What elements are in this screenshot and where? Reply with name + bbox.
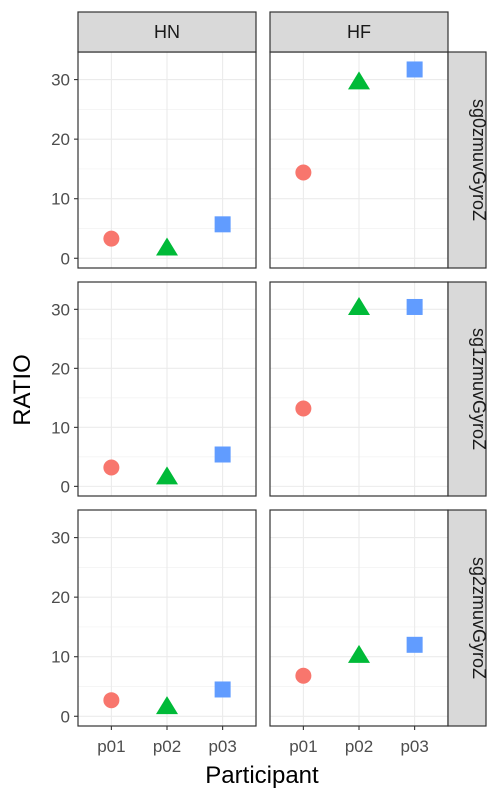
row-strip-label: sg1zmuvGyroZ [469,328,489,450]
panel-sg0zmuvGyroZ-HF [269,51,449,269]
data-point-p03 [214,681,231,698]
y-tick-label: 0 [61,249,70,268]
data-point-p03 [406,61,423,78]
panel-sg2zmuvGyroZ-HF [269,509,449,727]
data-point-p01 [103,692,120,709]
y-tick-label: 10 [51,190,70,209]
x-tick-label-p03: p03 [400,737,428,756]
data-point-p02 [348,71,370,90]
strip-background [447,509,487,727]
strip-background [77,11,257,53]
y-tick-label: 10 [51,418,70,437]
panel-sg1zmuvGyroZ-HF [269,281,449,497]
y-tick-label: 20 [51,588,70,607]
data-point-p01 [103,230,120,247]
y-tick-label: 10 [51,648,70,667]
data-point-p01 [295,667,312,684]
y-tick-label: 0 [61,477,70,496]
row-strip-sg1zmuvGyroZ: sg1zmuvGyroZ [447,281,489,497]
x-tick-label-p01: p01 [97,737,125,756]
x-axis-title: Participant [205,762,319,789]
data-point-p01 [295,400,312,417]
data-point-p02 [348,296,370,315]
panel-border [77,281,257,497]
data-point-p02 [156,696,178,715]
y-tick-label: 0 [61,707,70,726]
data-point-p01 [295,164,312,181]
data-point-p03 [214,446,231,463]
panel-sg1zmuvGyroZ-HN [77,281,257,497]
data-point-p03 [406,298,423,315]
row-strip-label: sg2zmuvGyroZ [469,557,489,679]
strip-background [447,281,487,497]
strips-layer: HN HF sg0zmuvGyroZ sg1zmuvGyroZ sg2zmuvGyroZ [77,11,489,727]
y-tick-label: 20 [51,130,70,149]
x-tick-label-p01: p01 [289,737,317,756]
data-point-p02 [348,644,370,663]
y-tick-label: 30 [51,71,70,90]
data-point-p03 [214,216,231,233]
row-strip-sg0zmuvGyroZ: sg0zmuvGyroZ [447,51,489,269]
x-tick-label-p02: p02 [153,737,181,756]
y-tick-label: 30 [51,300,70,319]
axes-layer: 0 10 20 30 0 10 20 30 0 10 20 30 p01 p02 p03 p01 p02 p03 [51,71,429,756]
column-strip-label: HN [154,22,180,42]
y-tick-label: 30 [51,529,70,548]
data-point-p02 [156,466,178,485]
panels-layer [77,51,449,727]
x-tick-label-p02: p02 [345,737,373,756]
panel-sg2zmuvGyroZ-HN [77,509,257,727]
y-tick-label: 20 [51,359,70,378]
data-point-p02 [156,237,178,256]
x-tick-label-p03: p03 [208,737,236,756]
row-strip-label: sg0zmuvGyroZ [469,99,489,221]
row-strip-sg2zmuvGyroZ: sg2zmuvGyroZ [447,509,489,727]
data-point-p03 [406,636,423,653]
column-strip-HF: HF [269,11,449,53]
column-strip-HN: HN [77,11,257,53]
strip-background [269,11,449,53]
data-point-p01 [103,459,120,476]
strip-background [447,51,487,269]
y-axis-title: RATIO [9,354,36,426]
column-strip-label: HF [347,22,371,42]
panel-sg0zmuvGyroZ-HN [77,51,257,269]
